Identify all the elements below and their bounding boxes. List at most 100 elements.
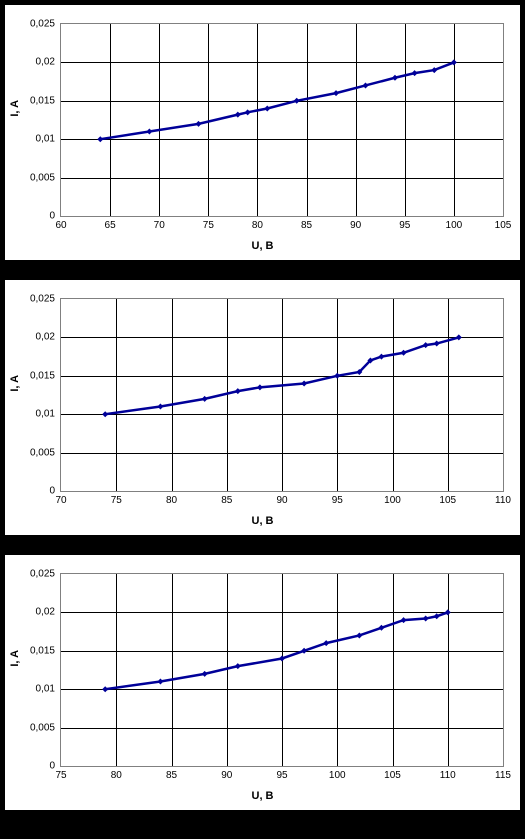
x-tick-label: 115: [495, 770, 511, 781]
x-tick-label: 75: [111, 495, 122, 506]
series-marker: [264, 105, 270, 111]
series-marker: [235, 112, 241, 118]
plot-area: 758085909510010511011500,0050,010,0150,0…: [60, 573, 504, 767]
series-marker: [301, 380, 307, 386]
series-line: [105, 337, 459, 414]
x-tick-label: 105: [495, 220, 512, 231]
series-marker: [257, 384, 263, 390]
series-marker: [412, 70, 418, 76]
y-tick-label: 0,005: [30, 722, 55, 733]
series-marker: [102, 686, 108, 692]
series-marker: [202, 671, 208, 677]
y-tick-label: 0: [49, 486, 55, 497]
series-line: [105, 612, 448, 689]
series-marker: [196, 121, 202, 127]
series-marker: [97, 136, 103, 142]
series-marker: [235, 663, 241, 669]
x-tick-label: 75: [203, 220, 214, 231]
x-tick-label: 100: [384, 495, 401, 506]
x-tick-label: 90: [276, 495, 287, 506]
data-series: [61, 299, 503, 491]
x-tick-label: 85: [301, 220, 312, 231]
series-marker: [362, 82, 368, 88]
series-line: [100, 62, 454, 139]
y-axis-label: I, A: [9, 375, 21, 392]
series-marker: [434, 341, 440, 347]
series-marker: [301, 648, 307, 654]
series-marker: [401, 617, 407, 623]
plot-area: 70758085909510010511000,0050,010,0150,02…: [60, 298, 504, 492]
plot-area: 606570758085909510010500,0050,010,0150,0…: [60, 23, 504, 217]
series-marker: [423, 616, 429, 622]
x-tick-label: 80: [111, 770, 122, 781]
y-tick-label: 0,025: [30, 294, 55, 305]
series-marker: [392, 75, 398, 81]
series-marker: [146, 129, 152, 135]
series-marker: [378, 354, 384, 360]
series-marker: [279, 655, 285, 661]
x-tick-label: 90: [221, 770, 232, 781]
x-tick-label: 70: [154, 220, 165, 231]
series-marker: [235, 388, 241, 394]
x-tick-label: 95: [332, 495, 343, 506]
x-tick-label: 100: [446, 220, 463, 231]
x-tick-label: 105: [384, 770, 401, 781]
series-marker: [434, 613, 440, 619]
x-tick-label: 90: [350, 220, 361, 231]
data-series: [61, 24, 503, 216]
x-tick-label: 85: [221, 495, 232, 506]
x-tick-label: 110: [440, 770, 456, 781]
chart-2: 70 75 80 85 90 95 100 105 110 0 0,005 0,01 0,015 0,02…: [5, 280, 520, 535]
y-tick-label: 0,01: [36, 134, 55, 145]
y-tick-label: 0,02: [36, 57, 55, 68]
series-marker: [294, 98, 300, 104]
series-marker: [378, 625, 384, 631]
y-tick-label: 0: [49, 211, 55, 222]
x-axis-label: U, B: [252, 790, 274, 802]
y-tick-label: 0,025: [30, 569, 55, 580]
x-tick-label: 95: [399, 220, 410, 231]
y-tick-label: 0,025: [30, 19, 55, 30]
series-marker: [102, 411, 108, 417]
data-series: [61, 574, 503, 766]
series-marker: [157, 404, 163, 410]
y-tick-label: 0,015: [30, 645, 55, 656]
y-tick-label: 0,02: [36, 607, 55, 618]
series-marker: [333, 90, 339, 96]
chart-3: 75 80 85 90 95 100 105 110 115 0 0,005 0,01 0,015 0,0…: [5, 555, 520, 810]
series-marker: [423, 342, 429, 348]
x-tick-label: 80: [166, 495, 177, 506]
y-tick-label: 0: [49, 761, 55, 772]
y-tick-label: 0,015: [30, 370, 55, 381]
y-axis-label: I, A: [9, 650, 21, 667]
x-tick-label: 80: [252, 220, 263, 231]
x-axis-label: U, B: [252, 515, 274, 527]
x-axis-label: U, B: [252, 240, 274, 252]
series-marker: [445, 609, 451, 615]
y-tick-label: 0,01: [36, 684, 55, 695]
x-tick-label: 110: [495, 495, 511, 506]
series-marker: [401, 350, 407, 356]
chart-1: 60 65 70 75 80 85 90 95 100 105 0 0,005 0,01 0,015 0,0…: [5, 5, 520, 260]
x-tick-label: 70: [55, 495, 66, 506]
x-tick-label: 75: [55, 770, 66, 781]
series-marker: [202, 396, 208, 402]
y-tick-label: 0,005: [30, 447, 55, 458]
series-marker: [356, 632, 362, 638]
x-tick-label: 95: [276, 770, 287, 781]
y-axis-label: I, A: [9, 100, 21, 117]
x-tick-label: 65: [105, 220, 116, 231]
series-marker: [245, 109, 251, 115]
x-tick-label: 60: [55, 220, 66, 231]
y-tick-label: 0,015: [30, 95, 55, 106]
series-marker: [456, 334, 462, 340]
series-marker: [334, 373, 340, 379]
series-marker: [323, 640, 329, 646]
x-tick-label: 105: [439, 495, 456, 506]
y-tick-label: 0,02: [36, 332, 55, 343]
series-marker: [157, 679, 163, 685]
y-tick-label: 0,005: [30, 172, 55, 183]
y-tick-label: 0,01: [36, 409, 55, 420]
x-tick-label: 100: [329, 770, 346, 781]
x-tick-label: 85: [166, 770, 177, 781]
